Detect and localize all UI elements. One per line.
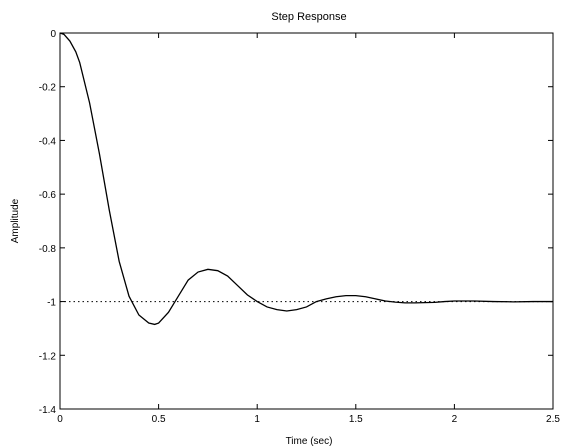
series-line-step-response [59, 32, 553, 326]
y-tick-label: -0.4 [39, 136, 57, 147]
y-tick-label: -1 [47, 298, 56, 309]
y-tick-label: -0.6 [39, 190, 57, 201]
y-tick-label: 0 [50, 29, 56, 40]
x-axis-ticks: 0 0.5 1 1.5 2 2.5 [57, 33, 560, 425]
y-tick-label: -0.8 [39, 244, 57, 255]
x-tick-label: 1 [254, 414, 260, 425]
y-axis-label: Amplitude [10, 198, 21, 243]
chart-title: Step Response [271, 11, 346, 23]
x-tick-label: 0.5 [152, 414, 166, 425]
x-tick-label: 1.5 [349, 414, 363, 425]
plot-frame [59, 32, 554, 410]
x-tick-label: 0 [57, 414, 63, 425]
y-axis-ticks: 0 -0.2 -0.4 -0.6 -0.8 -1 -1.2 -1.4 [39, 29, 553, 416]
x-tick-label: 2.5 [546, 414, 560, 425]
plot-area [59, 32, 554, 410]
x-tick-label: 2 [452, 414, 458, 425]
y-tick-label: -1.4 [39, 405, 57, 416]
y-tick-label: -1.2 [39, 351, 57, 362]
x-axis-label: Time (sec) [286, 436, 333, 447]
y-tick-label: -0.2 [39, 83, 57, 94]
